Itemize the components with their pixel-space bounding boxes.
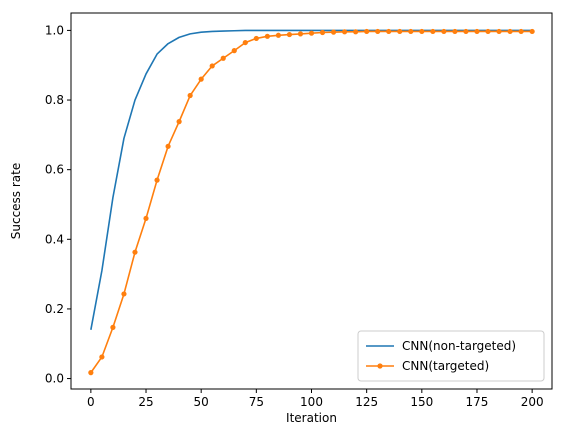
x-tick-label: 75: [249, 395, 264, 409]
data-point: [286, 31, 293, 38]
series-layer: [88, 28, 535, 376]
y-tick-label: 0.0: [45, 372, 64, 386]
y-tick-label: 0.4: [45, 232, 64, 246]
data-point: [364, 28, 370, 35]
y-tick-label: 1.0: [45, 23, 64, 37]
data-point: [187, 92, 193, 99]
data-point: [397, 28, 403, 35]
y-axis-label: Success rate: [9, 163, 23, 240]
data-point: [308, 30, 315, 36]
data-point: [198, 76, 204, 82]
data-point: [496, 28, 502, 35]
data-point: [264, 33, 270, 39]
x-axis-label: Iteration: [286, 411, 337, 425]
series-line: [90, 30, 533, 374]
x-axis-ticks: 0 25 50 75 100 125 150 175 200: [87, 389, 544, 409]
legend-item: CNN(non-targeted): [366, 339, 516, 353]
y-tick-label: 0.8: [45, 93, 64, 107]
data-point: [518, 28, 524, 35]
data-point: [452, 28, 458, 35]
data-point: [297, 31, 304, 37]
data-point: [375, 28, 381, 35]
y-tick-label: 0.6: [45, 163, 64, 177]
data-point: [121, 291, 127, 297]
data-point: [220, 55, 226, 61]
data-point: [110, 324, 116, 330]
y-axis-ticks: 0.0 0.2 0.4 0.6 0.8 1.0: [45, 23, 71, 386]
data-point: [253, 35, 259, 42]
plot-area: 0 25 50 75 100 125 150 175 200 0.0 0.2 0.4 0.6 0.8 1.…: [45, 12, 553, 409]
x-tick-label: 150: [410, 395, 433, 409]
data-point: [386, 28, 392, 35]
data-point: [419, 28, 425, 35]
data-point: [330, 29, 337, 35]
data-point: [209, 63, 215, 69]
data-point: [275, 32, 282, 38]
x-tick-label: 100: [300, 395, 323, 409]
data-point: [132, 249, 138, 255]
x-tick-label: 175: [466, 395, 489, 409]
data-point: [408, 28, 414, 35]
legend: CNN(non-targeted) CNN(targeted): [357, 330, 545, 382]
legend-label: CNN(targeted): [402, 359, 489, 373]
data-point: [341, 29, 348, 35]
x-tick-label: 0: [87, 395, 95, 409]
data-point: [441, 28, 447, 35]
data-point: [353, 29, 359, 35]
data-point: [319, 29, 326, 36]
data-point: [176, 119, 182, 125]
data-point: [165, 143, 171, 149]
data-point: [474, 28, 480, 35]
x-tick-label: 25: [138, 395, 153, 409]
data-point: [485, 28, 491, 35]
data-point: [143, 215, 149, 222]
x-tick-label: 50: [194, 395, 209, 409]
legend-marker: [377, 363, 383, 369]
data-point: [99, 354, 105, 360]
legend-box: [357, 330, 545, 382]
x-tick-label: 125: [355, 395, 378, 409]
y-tick-label: 0.2: [45, 302, 64, 316]
data-point: [507, 28, 513, 35]
data-point: [529, 28, 535, 35]
x-tick-label: 200: [521, 395, 544, 409]
data-point: [88, 370, 94, 376]
data-point: [154, 177, 160, 183]
data-point: [242, 39, 248, 46]
series-targeted: [88, 28, 535, 376]
legend-item: CNN(targeted): [366, 359, 489, 373]
data-point: [231, 48, 237, 54]
data-point: [430, 28, 436, 35]
legend-label: CNN(non-targeted): [402, 339, 516, 353]
data-point: [463, 28, 469, 35]
